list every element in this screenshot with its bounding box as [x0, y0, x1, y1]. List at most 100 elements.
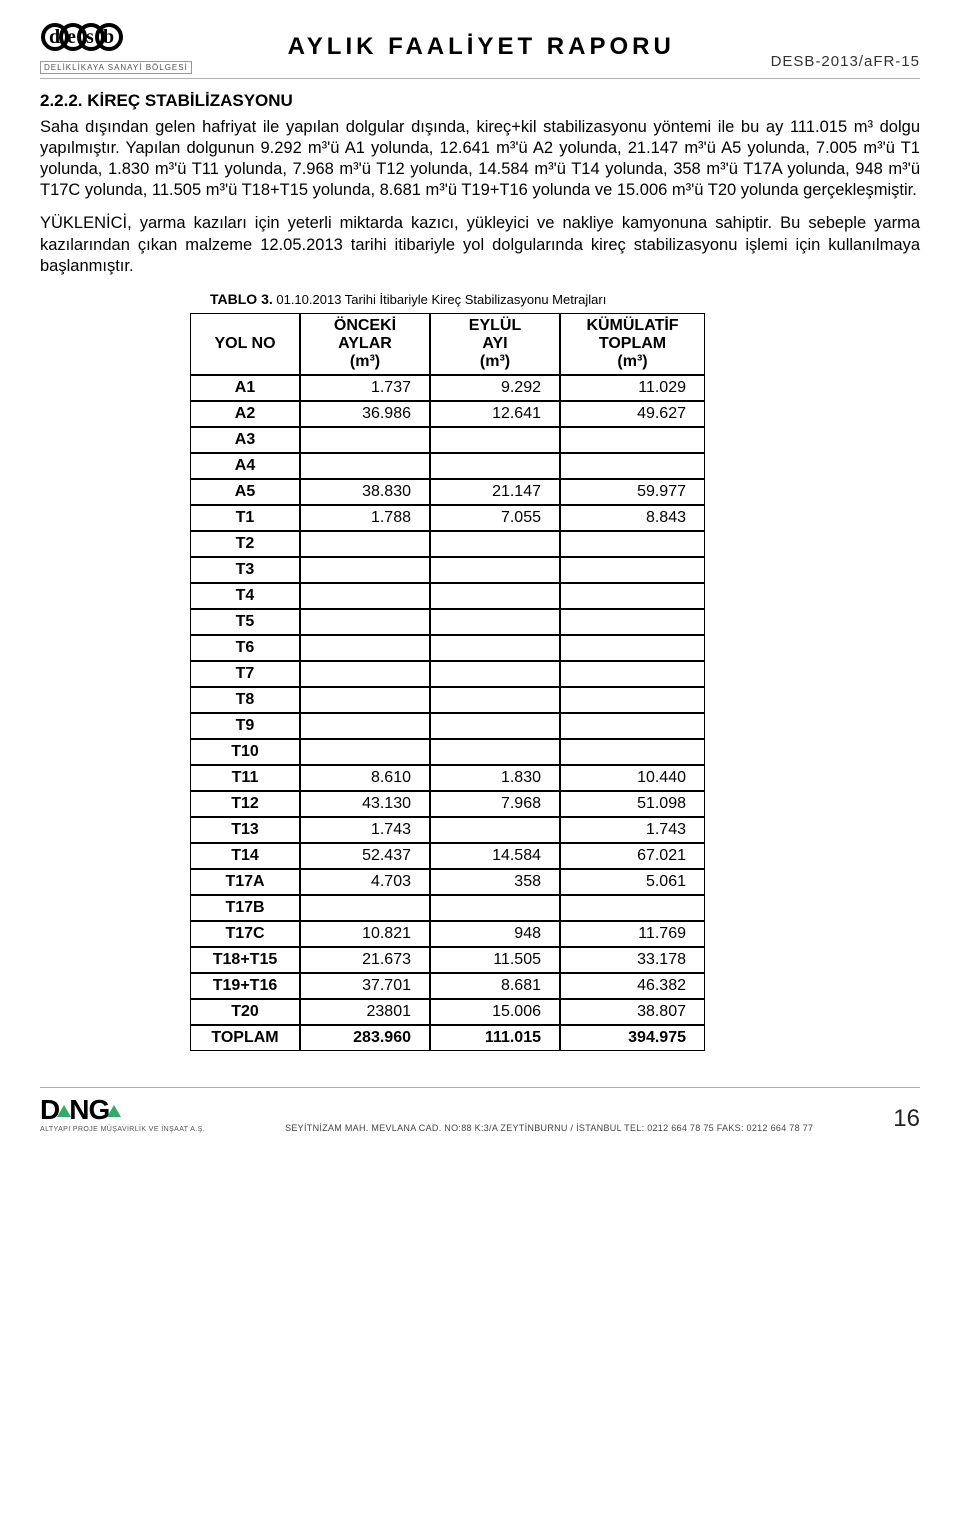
cell-label: T17B — [190, 895, 300, 921]
cell-label: T9 — [190, 713, 300, 739]
cell-cum: 33.178 — [560, 947, 705, 973]
cell-total-month: 111.015 — [430, 1025, 560, 1051]
cell-prev: 4.703 — [300, 869, 430, 895]
table-row: T10 — [190, 739, 705, 765]
cell-cum: 67.021 — [560, 843, 705, 869]
th-eylul-l2: AYI — [482, 335, 507, 352]
table-row: T17C10.82194811.769 — [190, 921, 705, 947]
cell-label: T11 — [190, 765, 300, 791]
triangle-icon — [107, 1105, 121, 1117]
table-header-row: YOL NO ÖNCEKİ AYLAR (m³) EYLÜL AYI (m³) … — [190, 313, 705, 375]
cell-cum — [560, 583, 705, 609]
cell-cum — [560, 609, 705, 635]
table-caption-rest: 01.10.2013 Tarihi İtibariyle Kireç Stabi… — [273, 292, 607, 307]
table-row: T19+T1637.7018.68146.382 — [190, 973, 705, 999]
cell-cum — [560, 895, 705, 921]
table-row: A236.98612.64149.627 — [190, 401, 705, 427]
cell-prev: 1.737 — [300, 375, 430, 401]
cell-cum — [560, 713, 705, 739]
cell-cum — [560, 531, 705, 557]
cell-prev: 43.130 — [300, 791, 430, 817]
cell-cum — [560, 661, 705, 687]
cell-label: T7 — [190, 661, 300, 687]
page-footer: DNG ALTYAPI PROJE MÜŞAVİRLİK VE İNŞAAT A… — [40, 1087, 920, 1133]
cell-total-label: TOPLAM — [190, 1025, 300, 1051]
cell-month — [430, 427, 560, 453]
svg-text:b: b — [103, 26, 114, 48]
svg-text:e: e — [67, 26, 76, 48]
cell-label: A2 — [190, 401, 300, 427]
th-onceki-l2: AYLAR — [338, 335, 392, 352]
cell-month: 15.006 — [430, 999, 560, 1025]
table-row: A4 — [190, 453, 705, 479]
cell-label: T12 — [190, 791, 300, 817]
cell-month: 21.147 — [430, 479, 560, 505]
footer-logo: DNG ALTYAPI PROJE MÜŞAVİRLİK VE İNŞAAT A… — [40, 1094, 205, 1133]
table-row: T3 — [190, 557, 705, 583]
cell-prev — [300, 713, 430, 739]
cell-label: T20 — [190, 999, 300, 1025]
cell-label: T1 — [190, 505, 300, 531]
th-eylul-l1: EYLÜL — [469, 317, 521, 334]
logo-desb-rings: d e s b — [40, 20, 130, 59]
cell-prev: 8.610 — [300, 765, 430, 791]
th-kum-l2: TOPLAM — [599, 335, 666, 352]
cell-cum: 51.098 — [560, 791, 705, 817]
table-row: T8 — [190, 687, 705, 713]
cell-month: 14.584 — [430, 843, 560, 869]
svg-text:s: s — [86, 26, 94, 48]
logo-desb: d e s b DELİKLİKAYA SANAYİ BÖLGESİ — [40, 20, 192, 74]
table-row: T1243.1307.96851.098 — [190, 791, 705, 817]
logo-desb-subtext: DELİKLİKAYA SANAYİ BÖLGESİ — [40, 61, 192, 74]
cell-month — [430, 687, 560, 713]
cell-prev — [300, 583, 430, 609]
cell-label: T13 — [190, 817, 300, 843]
cell-prev — [300, 635, 430, 661]
cell-prev: 1.743 — [300, 817, 430, 843]
cell-prev — [300, 453, 430, 479]
cell-label: T2 — [190, 531, 300, 557]
th-yol-no-label: YOL NO — [214, 335, 275, 352]
table-row-total: TOPLAM283.960111.015394.975 — [190, 1025, 705, 1051]
table-row: A538.83021.14759.977 — [190, 479, 705, 505]
table-row: T18+T1521.67311.50533.178 — [190, 947, 705, 973]
cell-month — [430, 635, 560, 661]
section-paragraph-2: YÜKLENİCİ, yarma kazıları için yeterli m… — [40, 213, 920, 276]
table-row: T17B — [190, 895, 705, 921]
cell-month — [430, 739, 560, 765]
cell-prev: 10.821 — [300, 921, 430, 947]
cell-cum: 10.440 — [560, 765, 705, 791]
cell-month — [430, 557, 560, 583]
cell-month: 11.505 — [430, 947, 560, 973]
section-heading: 2.2.2. KİREÇ STABİLİZASYONU — [40, 91, 920, 111]
cell-label: T18+T15 — [190, 947, 300, 973]
cell-cum: 8.843 — [560, 505, 705, 531]
cell-month — [430, 661, 560, 687]
cell-month — [430, 609, 560, 635]
cell-cum: 38.807 — [560, 999, 705, 1025]
th-kum-l3: (m³) — [617, 353, 647, 370]
cell-label: A4 — [190, 453, 300, 479]
table-row: T5 — [190, 609, 705, 635]
th-eylul: EYLÜL AYI (m³) — [430, 313, 560, 375]
cell-cum: 46.382 — [560, 973, 705, 999]
cell-month: 7.055 — [430, 505, 560, 531]
cell-cum: 11.769 — [560, 921, 705, 947]
cell-cum — [560, 739, 705, 765]
footer-logo-sub: ALTYAPI PROJE MÜŞAVİRLİK VE İNŞAAT A.Ş. — [40, 1126, 205, 1133]
cell-month — [430, 817, 560, 843]
table-caption: TABLO 3. 01.10.2013 Tarihi İtibariyle Ki… — [210, 291, 920, 307]
cell-label: T19+T16 — [190, 973, 300, 999]
metraj-table: YOL NO ÖNCEKİ AYLAR (m³) EYLÜL AYI (m³) … — [190, 313, 705, 1051]
cell-label: T8 — [190, 687, 300, 713]
cell-month: 12.641 — [430, 401, 560, 427]
table-row: T131.7431.743 — [190, 817, 705, 843]
cell-label: T6 — [190, 635, 300, 661]
cell-prev: 21.673 — [300, 947, 430, 973]
cell-label: T17C — [190, 921, 300, 947]
table-row: T2 — [190, 531, 705, 557]
table-row: T9 — [190, 713, 705, 739]
cell-prev — [300, 895, 430, 921]
cell-prev: 37.701 — [300, 973, 430, 999]
th-kum-l1: KÜMÜLATİF — [586, 317, 678, 334]
